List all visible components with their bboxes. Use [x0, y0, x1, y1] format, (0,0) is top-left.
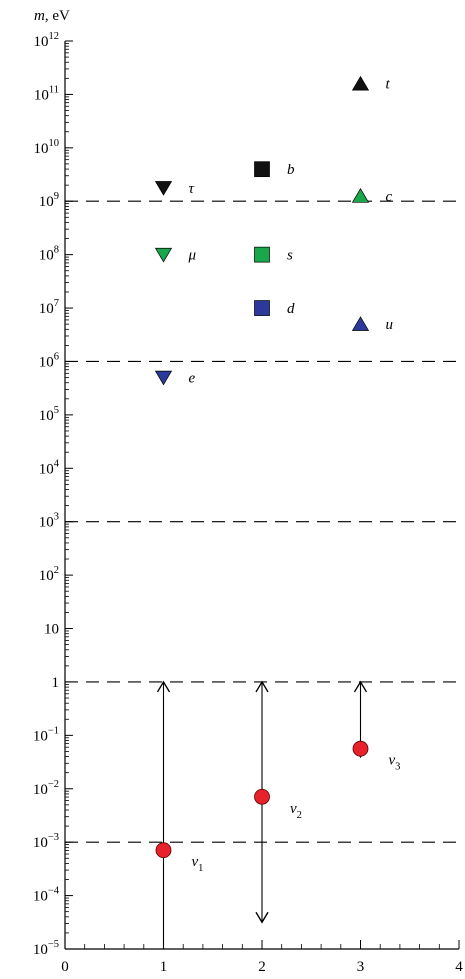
y-tick-label: 108: [39, 245, 59, 264]
square-marker: [254, 161, 270, 178]
square-marker: [254, 246, 270, 263]
fermion-label: u: [386, 317, 394, 333]
fermion-labels: t c u b s d τ μ e: [188, 77, 394, 387]
x-tick-label: 0: [61, 959, 69, 975]
triangle-down-marker: [154, 181, 173, 196]
fermion-label: t: [386, 77, 391, 93]
y-tick-label: 109: [39, 191, 59, 210]
y-tick-labels: 1012101110101091081071061051041031021011…: [33, 31, 60, 958]
y-tick-label: 1: [52, 675, 60, 691]
x-tick-label: 1: [160, 959, 168, 975]
fermion-label: b: [287, 162, 295, 178]
fermion-label: e: [189, 370, 196, 386]
arrow-up-head: [353, 680, 368, 693]
triangle-up-marker: [351, 316, 370, 331]
y-tick-label: 1011: [34, 84, 59, 103]
triangle-up-marker: [351, 188, 370, 203]
y-tick-label: 10−4: [33, 886, 60, 905]
y-tick-label: 10−3: [33, 832, 59, 851]
neutrino-marker: [155, 842, 172, 859]
triangle-up-marker: [351, 75, 370, 91]
fermion-label: τ: [189, 181, 195, 197]
x-tick-label: 4: [455, 959, 463, 975]
x-tick-label: 2: [258, 959, 266, 975]
arrow-down-head: [255, 911, 269, 924]
x-tick-labels: 0 1 2 3 4: [61, 959, 463, 975]
y-tick-label: 1012: [34, 31, 60, 50]
fermion-label: d: [287, 301, 295, 317]
neutrino-marker: [352, 740, 369, 757]
neutrino-ranges: ν1 ν2 ν3: [155, 680, 401, 949]
fermion-label: s: [287, 248, 293, 264]
y-tick-label: 1010: [34, 138, 60, 157]
x-tick-label: 3: [357, 959, 365, 975]
y-tick-label: 105: [39, 405, 59, 424]
y-tick-label: 10−5: [33, 939, 59, 958]
y-tick-label: 102: [39, 565, 59, 584]
triangle-down-marker: [154, 247, 173, 263]
y-tick-label: 104: [39, 458, 60, 477]
fermion-markers: [154, 75, 370, 386]
arrow-up-head: [156, 680, 171, 693]
fermion-label: μ: [188, 248, 197, 264]
neutrino-label: ν2: [290, 801, 302, 821]
triangle-down-marker: [154, 370, 173, 386]
arrow-up-head: [255, 680, 269, 693]
y-tick-label: 10: [44, 622, 59, 638]
y-axis-title: m, eV: [34, 8, 70, 24]
y-tick-label: 10−1: [33, 725, 59, 744]
tick-marks: [64, 40, 460, 950]
neutrino-label: ν3: [389, 753, 401, 773]
y-tick-label: 107: [39, 298, 59, 317]
neutrino-marker: [254, 788, 270, 805]
fermion-label: c: [386, 189, 393, 205]
y-tick-label: 103: [39, 512, 59, 531]
y-tick-label: 10−2: [33, 779, 59, 798]
square-marker: [254, 300, 270, 316]
neutrino-label: ν1: [192, 854, 204, 874]
y-tick-label: 106: [39, 351, 59, 370]
